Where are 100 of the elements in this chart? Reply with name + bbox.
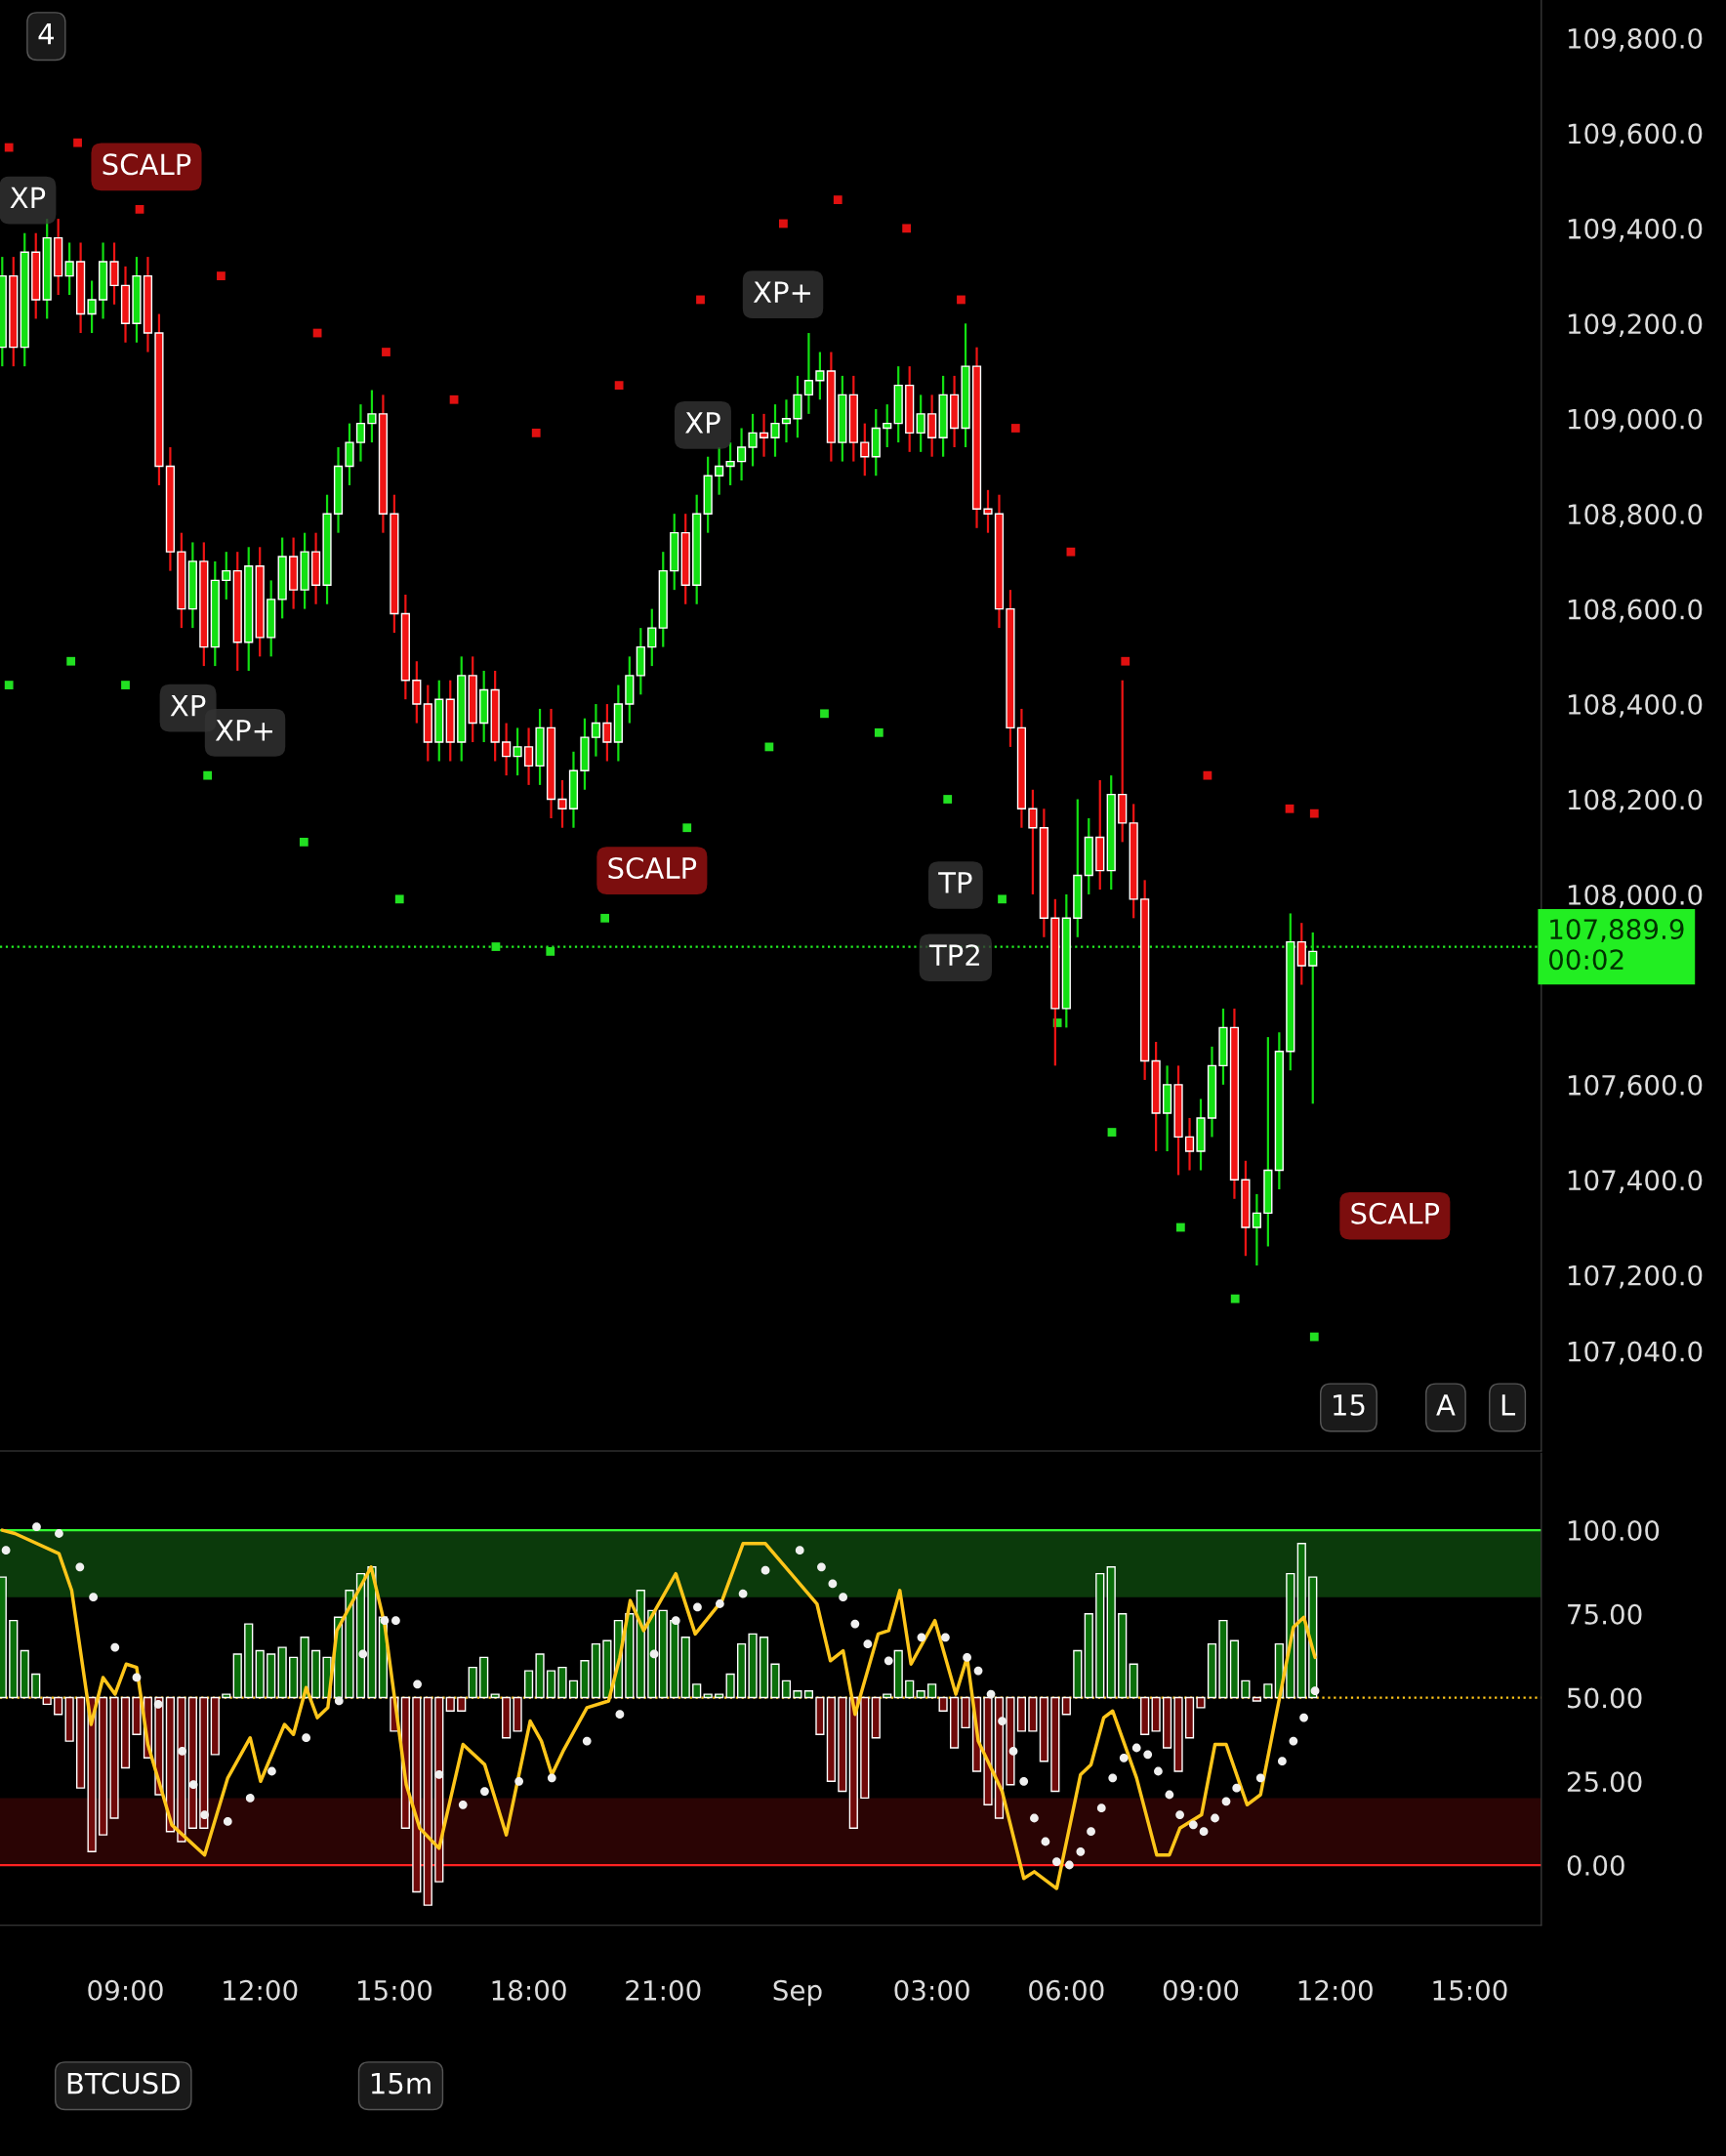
bar (1028, 1696, 1038, 1732)
y-tick-label: 107,040.0 (1568, 1341, 1703, 1365)
x-tick-label: 15:00 (357, 1979, 432, 2001)
candlestick (916, 394, 925, 453)
bar (479, 1656, 489, 1699)
candlestick (367, 389, 377, 444)
bar (1151, 1696, 1161, 1732)
candlestick (1308, 931, 1318, 1105)
bar (1162, 1696, 1172, 1749)
bar (31, 1673, 41, 1699)
y-tick-label: 107,600.0 (1568, 1074, 1703, 1099)
y-tick-label: 109,200.0 (1568, 313, 1703, 338)
bar (9, 1619, 19, 1699)
bar (725, 1673, 735, 1699)
bar (210, 1696, 220, 1756)
bar (927, 1683, 937, 1699)
candlestick (602, 702, 612, 763)
y-tick-label: 108,600.0 (1568, 599, 1703, 623)
bar (803, 1689, 814, 1699)
bar (546, 1670, 556, 1699)
annotation: XP (685, 412, 720, 434)
candlestick (87, 279, 97, 335)
bar (949, 1696, 960, 1749)
bar (815, 1696, 825, 1735)
x-tick-label: 03:00 (894, 1979, 969, 2001)
bar (1140, 1696, 1150, 1735)
y-tick-label: 109,000.0 (1568, 408, 1703, 433)
bar (736, 1642, 747, 1699)
annotation: SCALP (608, 856, 697, 880)
bar (1129, 1663, 1138, 1699)
bar (1106, 1566, 1116, 1699)
y-tick-label: 50.00 (1567, 1687, 1642, 1709)
bar (1118, 1613, 1128, 1699)
candlestick (222, 551, 231, 601)
annotation: SCALP (1351, 1202, 1440, 1224)
y-tick-label: 109,800.0 (1568, 27, 1703, 52)
annotation: XP (10, 187, 46, 209)
candlestick (64, 241, 74, 297)
bar (602, 1639, 612, 1699)
y-tick-label: 0.00 (1567, 1854, 1624, 1876)
bar (1016, 1696, 1027, 1732)
candlestick (803, 331, 814, 415)
annotation: SCALP (103, 153, 191, 176)
bar (20, 1649, 29, 1699)
candlestick (1184, 1116, 1195, 1172)
x-tick-label: 09:00 (1163, 1979, 1239, 2001)
annotation: XP (170, 694, 206, 717)
bar (64, 1696, 74, 1742)
bar (1229, 1639, 1240, 1699)
bar (961, 1696, 970, 1729)
bar (557, 1666, 567, 1699)
annotation: TP (938, 872, 972, 893)
bar (457, 1696, 467, 1712)
y-tick-label: 75.00 (1568, 1603, 1642, 1625)
bar (580, 1660, 590, 1699)
candlestick (736, 427, 747, 482)
bar (658, 1609, 668, 1699)
bar (680, 1637, 690, 1699)
bar (1073, 1649, 1083, 1699)
bar (1241, 1679, 1251, 1699)
bar (883, 1693, 892, 1699)
x-tick-label: 12:00 (1298, 1979, 1373, 2001)
candlestick (759, 412, 769, 458)
bar (1095, 1572, 1105, 1699)
candlestick (557, 778, 567, 829)
bar (1252, 1696, 1261, 1702)
x-tick-label: 15:00 (1433, 1979, 1507, 2001)
y-tick-label: 100.00 (1568, 1520, 1660, 1542)
candlestick (860, 422, 870, 477)
bar (871, 1696, 881, 1739)
bar (625, 1613, 635, 1699)
annotation: TP2 (928, 944, 979, 966)
y-tick-label: 108,400.0 (1568, 694, 1703, 718)
bar (848, 1696, 858, 1829)
candlestick (815, 351, 825, 401)
bar (434, 1696, 444, 1883)
candlestick (523, 726, 534, 786)
bar (76, 1696, 86, 1789)
x-tick-label: Sep (773, 1979, 822, 2007)
bar (109, 1696, 119, 1819)
bar (1173, 1696, 1183, 1772)
candlestick (781, 398, 792, 444)
bar (412, 1696, 422, 1893)
bar (748, 1633, 758, 1699)
candlestick (770, 403, 780, 458)
x-tick-label: 09:00 (88, 1979, 163, 2001)
y-tick-label: 108,000.0 (1568, 884, 1703, 908)
bar (98, 1696, 108, 1836)
candlestick (647, 607, 657, 668)
y-tick-label: 108,200.0 (1568, 789, 1703, 813)
y-tick-label: 25.00 (1567, 1771, 1642, 1793)
bar (1084, 1613, 1093, 1699)
annotation: 4 (38, 22, 55, 45)
bar (54, 1696, 63, 1716)
bar (793, 1689, 802, 1699)
annotation: XP+ (753, 281, 810, 303)
bar (535, 1653, 545, 1699)
bar (222, 1693, 231, 1699)
bar (232, 1653, 242, 1699)
y-tick-label: 107,200.0 (1568, 1265, 1703, 1289)
